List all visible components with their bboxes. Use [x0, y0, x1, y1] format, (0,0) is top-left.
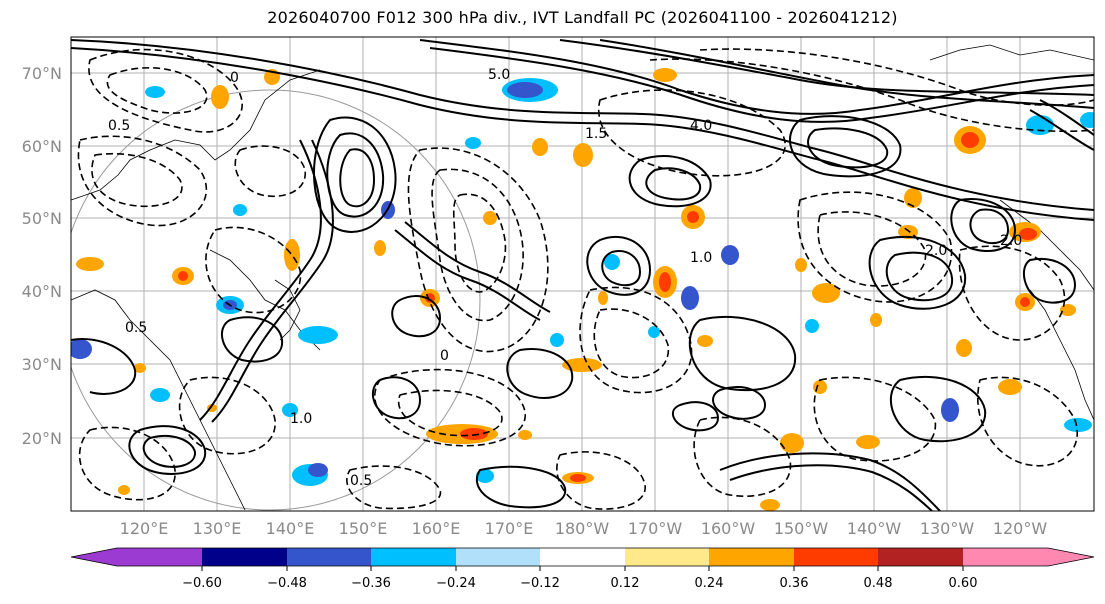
colorbar-tick-label: 0.60: [949, 576, 978, 591]
colorbar-bin: [287, 548, 371, 566]
colorbar-tick-label: 0.48: [864, 576, 893, 591]
contour-label: 2.0: [925, 243, 947, 259]
range-ring: [71, 89, 481, 511]
contour-label: 4.0: [690, 118, 712, 134]
colorbar-tick-label: −0.24: [436, 576, 476, 591]
contour-label: 0: [440, 348, 449, 364]
colorbar-tick-label: 0.12: [611, 576, 640, 591]
colorbar-bin: [202, 548, 287, 566]
coastlines: [71, 44, 1094, 511]
lon-label: 130°E: [193, 519, 242, 538]
chart-title: 2026040700 F012 300 hPa div., IVT Landfa…: [267, 8, 898, 27]
lon-label: 150°E: [339, 519, 388, 538]
contour-label: 0.5: [125, 320, 147, 336]
colorbar-tick-label: −0.12: [520, 576, 560, 591]
colorbar-bin: [709, 548, 794, 566]
lon-label: 160°E: [412, 519, 461, 538]
colorbar-extend-low: [71, 548, 117, 566]
map-frame: [70, 36, 1095, 512]
contour-label: 1.0: [290, 411, 312, 427]
longitude-labels: 120°E 130°E 140°E 150°E 160°E 170°E 180°…: [120, 519, 1048, 538]
lon-label: 120°W: [993, 519, 1048, 538]
lat-label: 40°N: [22, 282, 62, 301]
latitude-labels: 70°N 60°N 50°N 40°N 30°N 20°N: [22, 64, 62, 448]
lat-label: 70°N: [22, 64, 62, 83]
contour-label: 5.0: [488, 67, 510, 83]
lat-label: 20°N: [22, 429, 62, 448]
lon-label: 140°E: [266, 519, 315, 538]
colorbar-bin: [625, 548, 709, 566]
lon-label: 180°W: [555, 519, 610, 538]
contour-labels: 5.0 0.5 0 2.0 4.0 1.5 1.0 0.5 0 2.0 1.0 …: [108, 67, 1022, 489]
colorbar-tick-label: −0.60: [182, 576, 222, 591]
contour-label: 0.5: [108, 118, 130, 134]
colorbar-bin: [456, 548, 540, 566]
colorbar-extend-high: [1048, 548, 1094, 566]
colorbar-bin: [878, 548, 963, 566]
colorbar: −0.60 −0.48 −0.36 −0.24 −0.12 0.12 0.24 …: [70, 547, 1095, 591]
contour-label: 1.5: [585, 126, 607, 142]
lat-label: 30°N: [22, 355, 62, 374]
colorbar-tick-label: −0.36: [351, 576, 391, 591]
contour-label: 0: [230, 70, 239, 86]
lon-label: 150°W: [774, 519, 829, 538]
colorbar-outline: [70, 547, 1095, 567]
lat-label: 50°N: [22, 209, 62, 228]
contour-label: 2.0: [1000, 233, 1022, 249]
graticule: [71, 37, 1094, 511]
colorbar-bin: [963, 548, 1048, 566]
colorbar-tick-label: −0.48: [267, 576, 307, 591]
lon-label: 120°E: [120, 519, 169, 538]
lon-label: 160°W: [701, 519, 756, 538]
colorbar-bin: [117, 548, 202, 566]
colorbar-bin: [540, 548, 625, 566]
colorbar-bin: [371, 548, 456, 566]
colorbar-tick-label: 0.24: [695, 576, 724, 591]
colorbar-tick-label: 0.36: [780, 576, 809, 591]
lon-label: 170°W: [628, 519, 683, 538]
solid-contours: [71, 39, 1094, 511]
contour-label: 1.0: [690, 250, 712, 266]
colorbar-bin: [794, 548, 878, 566]
contour-label: 0.5: [350, 473, 372, 489]
divergence-shading: [71, 68, 1094, 511]
lat-label: 60°N: [22, 137, 62, 156]
dashed-contours: [77, 48, 1094, 510]
lon-label: 140°W: [847, 519, 902, 538]
colorbar-ticks: [201, 566, 964, 571]
lon-label: 130°W: [920, 519, 975, 538]
lon-label: 170°E: [485, 519, 534, 538]
